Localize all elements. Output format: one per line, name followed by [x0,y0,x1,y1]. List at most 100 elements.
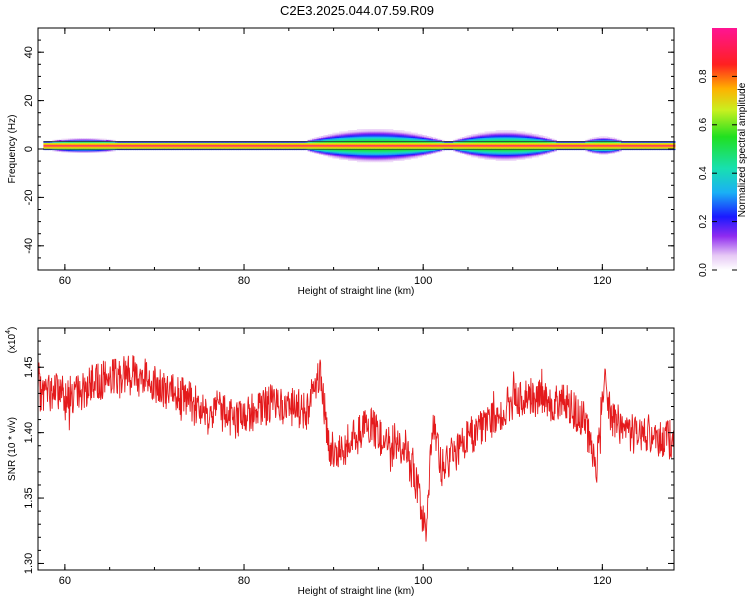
spectrogram-cell [135,141,138,143]
spectrogram-cell [79,149,82,152]
spectrogram-cell [433,149,436,152]
spectrogram-cell [85,142,89,144]
spectrogram-cell [182,141,185,143]
spectrogram-cell [110,142,114,144]
spectrogram-cell [459,143,463,146]
spectrogram-cell [531,152,535,154]
spectrogram-cell [180,143,183,146]
spectrogram-cell [197,146,201,148]
spectrogram-cell [137,146,141,148]
spectrogram-cell [137,147,141,149]
spectrogram-cell [314,152,318,154]
spectrogram-cell [321,153,324,155]
spectrogram-cell [522,149,526,152]
spectrogram-cell [583,141,586,143]
spectrogram-cell [484,139,488,142]
spectrogram-cell [668,144,671,147]
spectrogram-cell [222,142,226,144]
spectrogram-cell [410,146,414,148]
spectrogram-cell [356,144,360,147]
spectrogram-cell [370,159,374,161]
spectrogram-cell [421,139,425,142]
spectrogram-cell [439,141,443,143]
spectrogram-cell [229,147,232,149]
spectrogram-cell [585,149,589,152]
spectrogram-cell [92,144,96,147]
spectrogram-cell [448,143,452,146]
spectrogram-cell [509,153,512,155]
spectrogram-cell [623,143,627,146]
spectrogram-cell [171,141,174,143]
spectrogram-cell [287,144,291,147]
spectrogram-cell [350,155,353,158]
spectrogram-cell [197,141,201,143]
spectrogram-cell [56,149,60,152]
spectrogram-cell [388,138,391,141]
spectrogram-cell [159,144,163,147]
spectrogram-cell [433,152,436,154]
spectrogram-cell [399,139,403,142]
spectrogram-cell [224,147,228,149]
spectrogram-cell [426,141,430,143]
spectrogram-cell [430,152,434,154]
spectrogram-cell [486,152,490,154]
spectrogram-cell [415,153,418,155]
spectrogram-cell [233,144,237,147]
spectrogram-cell [549,147,553,149]
spectrogram-cell [316,137,320,140]
spectrogram-cell [70,149,73,152]
spectrogram-cell [498,131,501,134]
spectrogram-cell [661,147,665,149]
spectrogram-cell [614,147,618,149]
spectrogram-cell [399,136,403,138]
spectrogram-cell [343,132,347,135]
spectrogram-cell [551,143,555,146]
spectrogram-cell [403,138,407,141]
spectrogram-cell [162,147,165,149]
spectrogram-cell [347,139,351,142]
spectrogram-cell [522,133,526,136]
spectrogram-cell [421,147,425,149]
spectrogram-cell [589,139,593,142]
spectrogram-cell [314,142,318,144]
spectrogram-cell [253,146,257,148]
spectrogram-cell [88,150,91,153]
spectrogram-cell [585,143,589,146]
spectrogram-cell [480,154,483,157]
spectrogram-cell [648,141,651,143]
spectrogram-cell [309,138,313,141]
spectrogram-cell [359,129,362,131]
spectrogram-cell [493,136,497,138]
spectrogram-cell [415,138,418,141]
spectrogram-cell [390,144,394,147]
spectrogram-cell [341,132,344,135]
spectrogram-cell [489,131,492,134]
spectrogram-cell [108,141,112,143]
spectrogram-cell [374,144,378,147]
spectrogram-cell [473,141,477,143]
spectrogram-cell [103,146,107,148]
spectrogram-cell [473,139,477,142]
spectrogram-cell [325,149,329,152]
spectrogram-cell [480,141,483,143]
spectrogram-cell [614,144,618,147]
spectrogram-cell [383,136,387,138]
spectrogram-cell [68,147,71,149]
spectrogram-cell [466,139,470,142]
spectrogram-cell [372,141,376,143]
spectrogram-cell [79,142,82,144]
spectrogram-cell [518,141,521,143]
spectrogram-cell [410,156,414,159]
spectrogram-cell [500,150,503,153]
spectrogram-cell [43,144,47,147]
spectrogram-cell [390,158,394,160]
spectrogram-cell [388,146,391,148]
spectrogram-cell [352,149,356,152]
spectrogram-cell [68,144,71,147]
spectrogram-cell [410,154,414,157]
spectrogram-cell [334,154,338,157]
spectrogram-cell [395,130,398,132]
spectrogram-cell [616,146,620,148]
spectrogram-cell [477,132,481,135]
spectrogram-cell [323,136,327,138]
